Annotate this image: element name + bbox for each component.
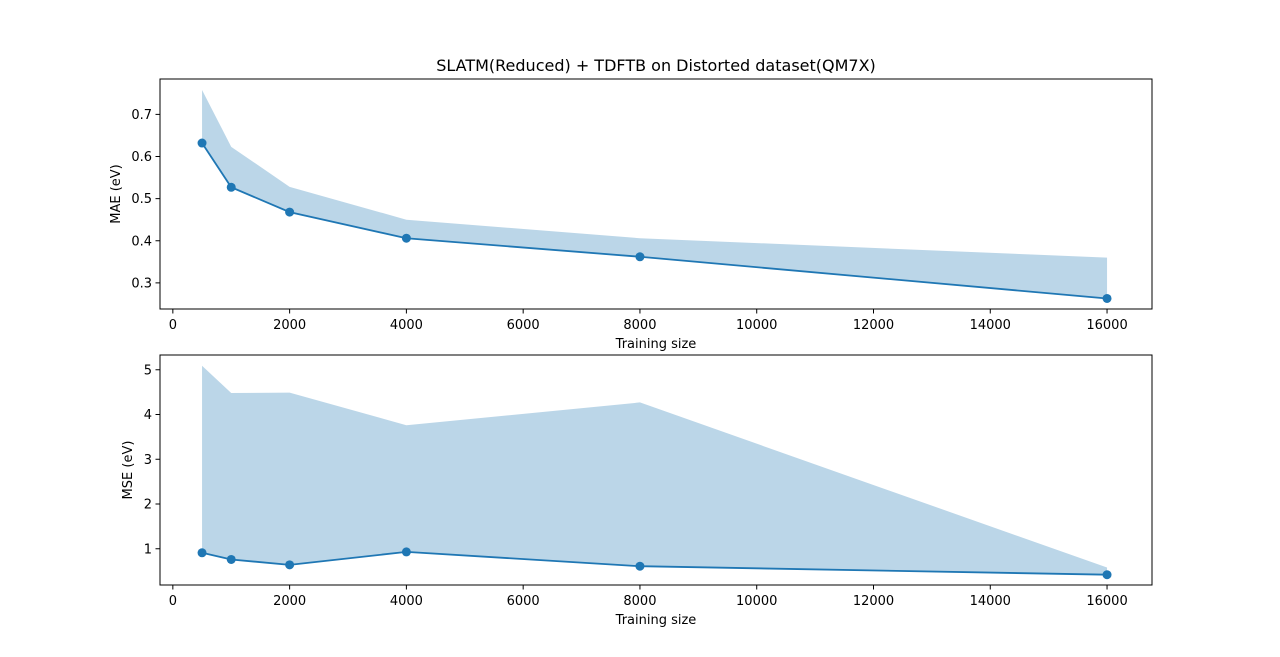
mse-x-tick-label: 14000 <box>970 594 1011 609</box>
mse-data-point[interactable] <box>635 561 645 571</box>
chart-title: SLATM(Reduced) + TDFTB on Distorted data… <box>436 56 876 75</box>
mae-data-point[interactable] <box>197 138 207 148</box>
mae-data-point[interactable] <box>226 182 236 192</box>
mae-x-tick-label: 8000 <box>623 318 656 333</box>
mae-x-tick-label: 0 <box>169 318 177 333</box>
mse-series-line <box>201 550 1108 576</box>
mse-y-tick-label: 1 <box>144 542 152 557</box>
mae-y-tick-label: 0.6 <box>131 150 152 165</box>
mse-data-point[interactable] <box>197 548 207 558</box>
mae-subplot: 0 2000 4000 6000 8000 10000 12000 14000 16000 0.3… <box>109 78 1153 352</box>
mae-x-tick-label: 2000 <box>273 318 306 333</box>
mae-x-axis-label: Training size <box>615 337 697 352</box>
mse-x-tick-label: 6000 <box>507 594 540 609</box>
mse-y-tick-label: 3 <box>144 453 152 468</box>
mse-x-tick-label: 8000 <box>623 594 656 609</box>
mse-y-tick-label: 4 <box>144 408 152 423</box>
mae-x-tick-label: 12000 <box>853 318 894 333</box>
mae-y-tick-label: 0.7 <box>131 108 152 123</box>
mse-data-point[interactable] <box>1102 570 1112 580</box>
mae-y-tick-label: 0.5 <box>131 192 152 207</box>
mse-subplot: 0 2000 4000 6000 8000 10000 12000 14000 16000 1 2 3… <box>121 354 1153 628</box>
mse-error-band <box>202 365 1108 575</box>
mae-data-point[interactable] <box>635 252 645 262</box>
mse-x-tick-label: 10000 <box>736 594 777 609</box>
mse-x-tick-label: 16000 <box>1086 594 1127 609</box>
mse-x-tick-label: 0 <box>169 594 177 609</box>
mse-y-tick-label: 2 <box>144 498 152 513</box>
mae-x-tick-label: 14000 <box>970 318 1011 333</box>
mae-y-tick-label: 0.3 <box>131 276 152 291</box>
mae-x-tick-label: 16000 <box>1086 318 1127 333</box>
mse-axes-frame <box>159 354 1153 586</box>
mae-series-line <box>201 142 1108 300</box>
mse-x-tick-label: 2000 <box>273 594 306 609</box>
mae-y-axis-label: MAE (eV) <box>109 164 124 224</box>
mae-data-point[interactable] <box>1102 293 1112 303</box>
mae-x-tick-label: 4000 <box>390 318 423 333</box>
mae-error-band <box>202 89 1108 299</box>
mse-data-point[interactable] <box>401 547 411 557</box>
mae-x-tick-label: 6000 <box>507 318 540 333</box>
mae-axes-frame <box>159 78 1153 310</box>
mae-data-point[interactable] <box>285 207 295 217</box>
mae-data-point[interactable] <box>401 233 411 243</box>
mse-data-point[interactable] <box>285 560 295 570</box>
mse-y-tick-label: 5 <box>144 363 152 378</box>
mse-x-tick-label: 12000 <box>853 594 894 609</box>
mse-x-tick-label: 4000 <box>390 594 423 609</box>
mse-data-point[interactable] <box>226 554 236 564</box>
mse-x-axis-label: Training size <box>615 613 697 628</box>
mae-x-tick-label: 10000 <box>736 318 777 333</box>
mae-y-tick-label: 0.4 <box>131 234 152 249</box>
mse-y-axis-label: MSE (eV) <box>121 441 136 500</box>
